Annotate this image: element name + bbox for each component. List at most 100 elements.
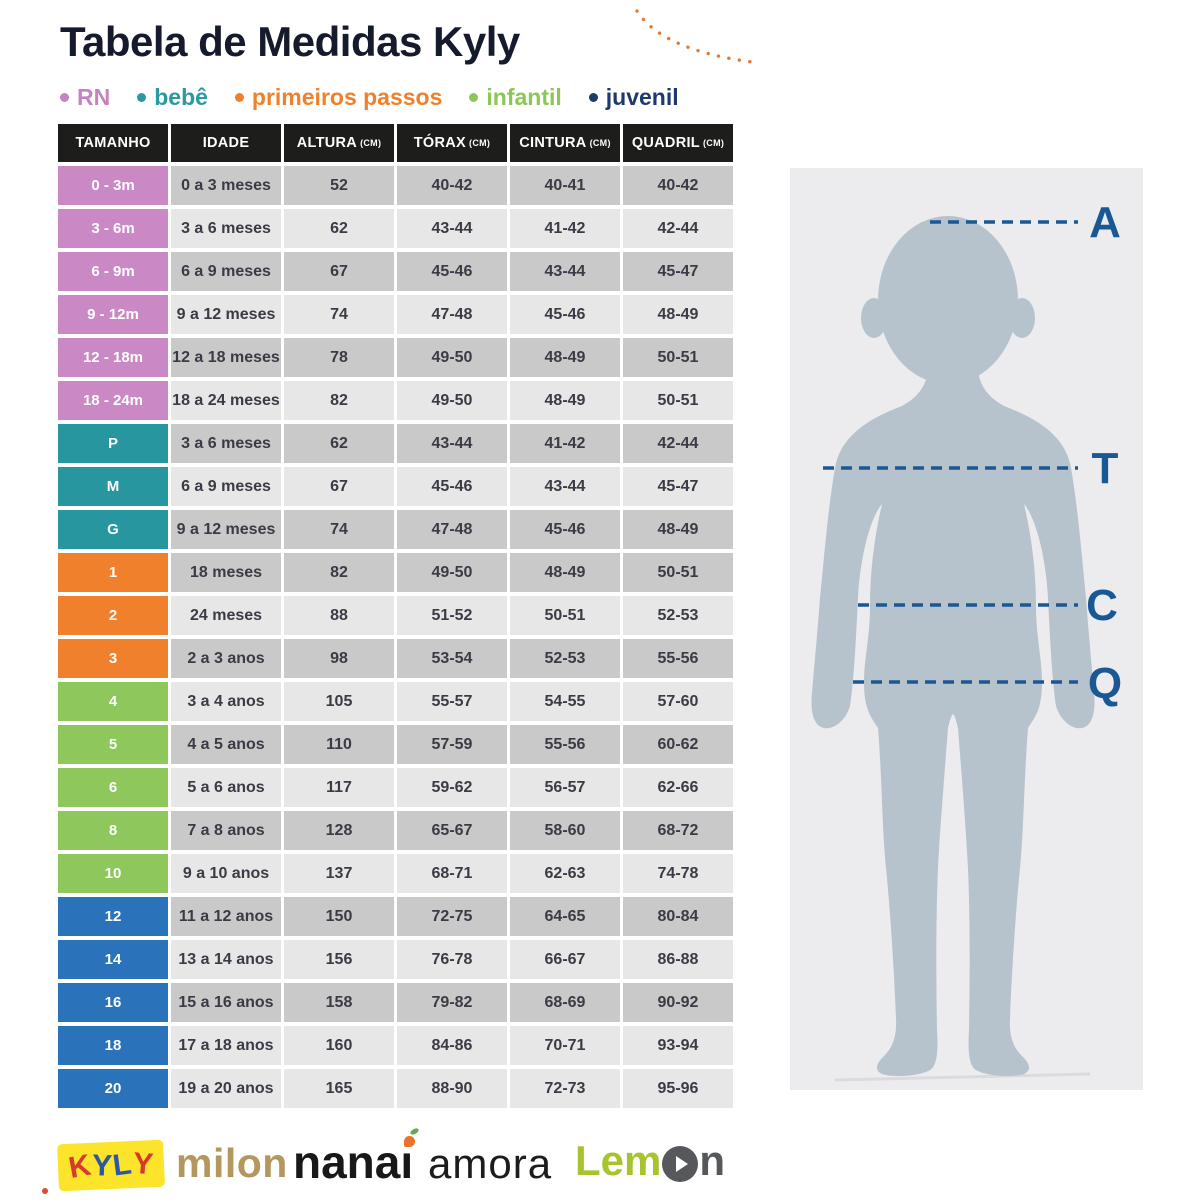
size-cell: 9 - 12m [58, 295, 168, 334]
size-cell: 14 [58, 940, 168, 979]
size-cell: 1 [58, 553, 168, 592]
label-quadril-q: Q [1088, 659, 1122, 708]
cintura-cell: 48-49 [510, 381, 620, 420]
cintura-cell: 50-51 [510, 596, 620, 635]
torax-cell: 59-62 [397, 768, 507, 807]
age-cell: 3 a 6 meses [171, 424, 281, 463]
nanai-wordmark-prefix: nana [293, 1136, 401, 1188]
altura-cell: 150 [284, 897, 394, 936]
torax-cell: 88-90 [397, 1069, 507, 1108]
legend: RN bebê primeiros passos infantil juvenil [60, 82, 679, 112]
lemon-play-circle-icon [662, 1146, 699, 1182]
cintura-cell: 43-44 [510, 252, 620, 291]
age-cell: 13 a 14 anos [171, 940, 281, 979]
age-cell: 4 a 5 anos [171, 725, 281, 764]
cintura-cell: 55-56 [510, 725, 620, 764]
altura-cell: 67 [284, 467, 394, 506]
cintura-cell: 48-49 [510, 338, 620, 377]
brand-logo-milon: milon [176, 1140, 288, 1187]
torax-cell: 55-57 [397, 682, 507, 721]
age-cell: 7 a 8 anos [171, 811, 281, 850]
cintura-cell: 52-53 [510, 639, 620, 678]
torax-cell: 68-71 [397, 854, 507, 893]
torax-cell: 47-48 [397, 295, 507, 334]
size-cell: 6 [58, 768, 168, 807]
age-cell: 6 a 9 meses [171, 252, 281, 291]
body-figure: A T C Q [811, 198, 1122, 1082]
altura-cell: 62 [284, 424, 394, 463]
torax-cell: 65-67 [397, 811, 507, 850]
quadril-cell: 93-94 [623, 1026, 733, 1065]
altura-cell: 158 [284, 983, 394, 1022]
column-header: QUADRIL (CM) [623, 124, 733, 162]
quadril-cell: 40-42 [623, 166, 733, 205]
cintura-cell: 41-42 [510, 209, 620, 248]
nanai-fruit-dot-icon [404, 1136, 416, 1147]
altura-cell: 74 [284, 510, 394, 549]
torax-cell: 84-86 [397, 1026, 507, 1065]
size-cell: 20 [58, 1069, 168, 1108]
quadril-cell: 45-47 [623, 252, 733, 291]
age-cell: 2 a 3 anos [171, 639, 281, 678]
quadril-cell: 80-84 [623, 897, 733, 936]
size-cell: 18 [58, 1026, 168, 1065]
legend-label: juvenil [605, 83, 679, 110]
column-header: ALTURA (CM) [284, 124, 394, 162]
age-cell: 24 meses [171, 596, 281, 635]
cintura-cell: 70-71 [510, 1026, 620, 1065]
age-cell: 9 a 10 anos [171, 854, 281, 893]
age-cell: 6 a 9 meses [171, 467, 281, 506]
size-table: TAMANHO IDADE ALTURA (CM) TÓRAX (CM) CINTURA (C… [58, 124, 733, 1108]
head-shape [878, 216, 1018, 384]
torax-cell: 43-44 [397, 424, 507, 463]
age-cell: 15 a 16 anos [171, 983, 281, 1022]
legend-label: RN [77, 83, 111, 110]
cintura-cell: 56-57 [510, 768, 620, 807]
altura-cell: 156 [284, 940, 394, 979]
size-cell: 8 [58, 811, 168, 850]
legend-item-2: bebê [137, 84, 208, 111]
cintura-cell: 64-65 [510, 897, 620, 936]
torax-cell: 45-46 [397, 252, 507, 291]
age-cell: 18 meses [171, 553, 281, 592]
brand-logo-nanai: nanaı [293, 1127, 421, 1189]
legend-dot-icon [137, 92, 147, 102]
cintura-cell: 45-46 [510, 510, 620, 549]
torax-cell: 49-50 [397, 553, 507, 592]
legend-label: infantil [486, 83, 562, 110]
kyly-letter: Y [91, 1148, 113, 1183]
age-cell: 0 a 3 meses [171, 166, 281, 205]
quadril-cell: 42-44 [623, 424, 733, 463]
milon-wordmark: milon [176, 1140, 288, 1186]
cintura-cell: 62-63 [510, 854, 620, 893]
age-cell: 17 a 18 anos [171, 1026, 281, 1065]
quadril-cell: 50-51 [623, 338, 733, 377]
kyly-letter: K [66, 1148, 94, 1185]
size-cell: P [58, 424, 168, 463]
torax-cell: 45-46 [397, 467, 507, 506]
cintura-cell: 66-67 [510, 940, 620, 979]
dotted-arc-decoration [635, 9, 754, 64]
age-cell: 18 a 24 meses [171, 381, 281, 420]
quadril-cell: 90-92 [623, 983, 733, 1022]
torax-cell: 72-75 [397, 897, 507, 936]
altura-cell: 110 [284, 725, 394, 764]
altura-cell: 88 [284, 596, 394, 635]
torax-cell: 43-44 [397, 209, 507, 248]
size-cell: 12 - 18m [58, 338, 168, 377]
quadril-cell: 74-78 [623, 854, 733, 893]
amora-wordmark: amora [428, 1140, 553, 1187]
size-cell: 5 [58, 725, 168, 764]
size-cell: 0 - 3m [58, 166, 168, 205]
dotted-arc-path [635, 9, 754, 64]
size-cell: 4 [58, 682, 168, 721]
torax-cell: 40-42 [397, 166, 507, 205]
altura-cell: 82 [284, 553, 394, 592]
altura-cell: 117 [284, 768, 394, 807]
cintura-cell: 40-41 [510, 166, 620, 205]
legend-item-4: infantil [469, 83, 562, 111]
cintura-cell: 54-55 [510, 682, 620, 721]
body-silhouette [811, 366, 1095, 1077]
quadril-cell: 50-51 [623, 553, 733, 592]
legend-item-1: RN [60, 84, 110, 111]
